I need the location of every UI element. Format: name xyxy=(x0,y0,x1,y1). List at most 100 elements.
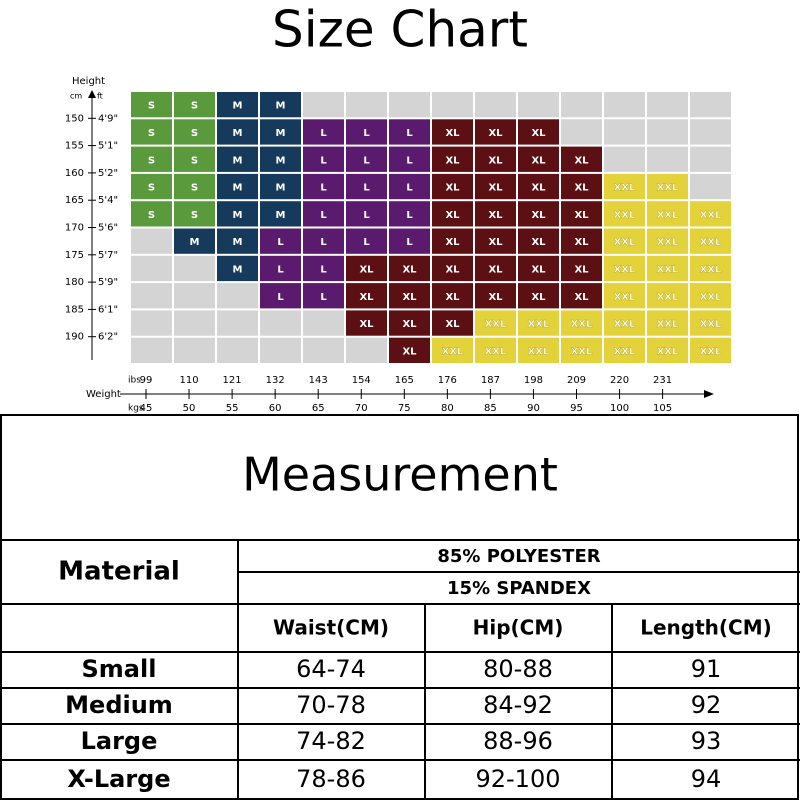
size-cell xyxy=(561,337,602,363)
kgs-tick-label: 100 xyxy=(610,403,629,414)
size-cell-label: XXL xyxy=(614,264,636,275)
size-cell xyxy=(518,310,559,336)
size-cell xyxy=(518,337,559,363)
size-cell-label: XL xyxy=(531,210,546,221)
cm-tick-label: 190 xyxy=(65,332,84,343)
size-cell xyxy=(389,255,430,282)
size-cell xyxy=(432,228,473,254)
size-cell-label: XXL xyxy=(614,210,636,221)
size-cell xyxy=(690,173,731,200)
size-cell-label: XL xyxy=(445,264,460,275)
size-cell-label: XXL xyxy=(614,237,636,248)
kgs-tick-label: 85 xyxy=(484,403,497,414)
size-cell-label: M xyxy=(190,237,200,248)
size-cell xyxy=(174,228,215,254)
size-cell xyxy=(475,228,516,254)
size-cell xyxy=(131,337,172,363)
measurement-table: Measurement Material xyxy=(0,414,800,800)
size-cell-label: M xyxy=(276,183,286,194)
title: Size Chart xyxy=(272,1,528,59)
size-cell-label: S xyxy=(148,101,155,112)
size-cell xyxy=(260,201,301,227)
size-cell-label: L xyxy=(320,155,327,166)
size-cell xyxy=(647,92,688,118)
size-cell-label: S xyxy=(191,155,198,166)
size-cell-label: XL xyxy=(359,264,374,275)
size-cell xyxy=(174,92,215,118)
size-cell-label: XL xyxy=(445,237,460,248)
size-cell xyxy=(346,173,387,200)
size-cell-label: M xyxy=(233,101,243,112)
size-cell-label: XXL xyxy=(657,237,679,248)
size-cell-label: XXL xyxy=(657,319,679,330)
lbs-tick-label: 132 xyxy=(266,375,285,386)
size-cell xyxy=(561,255,602,282)
size-cell xyxy=(389,173,430,200)
cm-tick-label: 150 xyxy=(65,113,84,124)
size-cell xyxy=(647,146,688,172)
size-cell xyxy=(518,119,559,145)
kgs-tick-label: 95 xyxy=(570,403,583,414)
size-cell xyxy=(647,173,688,200)
size-cell xyxy=(346,92,387,118)
size-cell-label: S xyxy=(191,183,198,194)
size-cell xyxy=(389,228,430,254)
size-cell xyxy=(303,173,344,200)
height-label: Height xyxy=(72,76,105,87)
size-cell-label: L xyxy=(277,264,284,275)
size-cell xyxy=(217,310,258,336)
size-cell xyxy=(647,119,688,145)
size-cell xyxy=(690,119,731,145)
size-cell xyxy=(346,310,387,336)
size-cell-label: XL xyxy=(359,292,374,303)
size-cell xyxy=(475,255,516,282)
size-cell-label: L xyxy=(406,128,413,139)
size-cell-label: XL xyxy=(445,210,460,221)
size-cell-label: L xyxy=(320,128,327,139)
size-cell-label: XXL xyxy=(700,264,722,275)
size-cell-label: L xyxy=(363,155,370,166)
size-cell-label: XL xyxy=(402,292,417,303)
size-cell xyxy=(346,255,387,282)
size-cell xyxy=(303,92,344,118)
table-title: Measurement xyxy=(242,448,558,502)
size-cell xyxy=(346,337,387,363)
size-cell xyxy=(131,173,172,200)
size-cell xyxy=(389,337,430,363)
size-cell xyxy=(260,146,301,172)
ft-tick-label: 6'2" xyxy=(98,332,118,343)
size-cell-label: XXL xyxy=(528,319,550,330)
size-cell-label: S xyxy=(148,128,155,139)
kgs-tick-label: 65 xyxy=(312,403,325,414)
kgs-tick-label: 105 xyxy=(653,403,672,414)
size-cell xyxy=(475,310,516,336)
size-cell xyxy=(690,310,731,336)
size-cell-label: L xyxy=(406,237,413,248)
size-cell xyxy=(475,283,516,309)
size-cell xyxy=(647,310,688,336)
cm-tick-label: 180 xyxy=(65,277,84,288)
cm-tick-label: 160 xyxy=(65,168,84,179)
lbs-tick-label: 220 xyxy=(610,375,629,386)
size-cell xyxy=(217,337,258,363)
kgs-tick-label: 50 xyxy=(183,403,196,414)
size-cell-label: XL xyxy=(445,183,460,194)
size-cell-label: XL xyxy=(574,292,589,303)
size-cell xyxy=(690,201,731,227)
size-cell xyxy=(303,119,344,145)
size-cell-label: XL xyxy=(488,237,503,248)
size-cell-label: S xyxy=(191,101,198,112)
size-cell-label: XXL xyxy=(485,346,507,357)
size-cell xyxy=(217,173,258,200)
lbs-tick-label: 176 xyxy=(438,375,457,386)
size-cell xyxy=(303,337,344,363)
size-cell xyxy=(475,337,516,363)
size-cell-label: XL xyxy=(574,210,589,221)
cm-tick-label: 165 xyxy=(65,195,84,206)
size-cell-label: XXL xyxy=(657,292,679,303)
size-cell-label: S xyxy=(191,210,198,221)
size-cell xyxy=(217,119,258,145)
table-cell: 92 xyxy=(691,691,722,719)
size-cell xyxy=(303,283,344,309)
